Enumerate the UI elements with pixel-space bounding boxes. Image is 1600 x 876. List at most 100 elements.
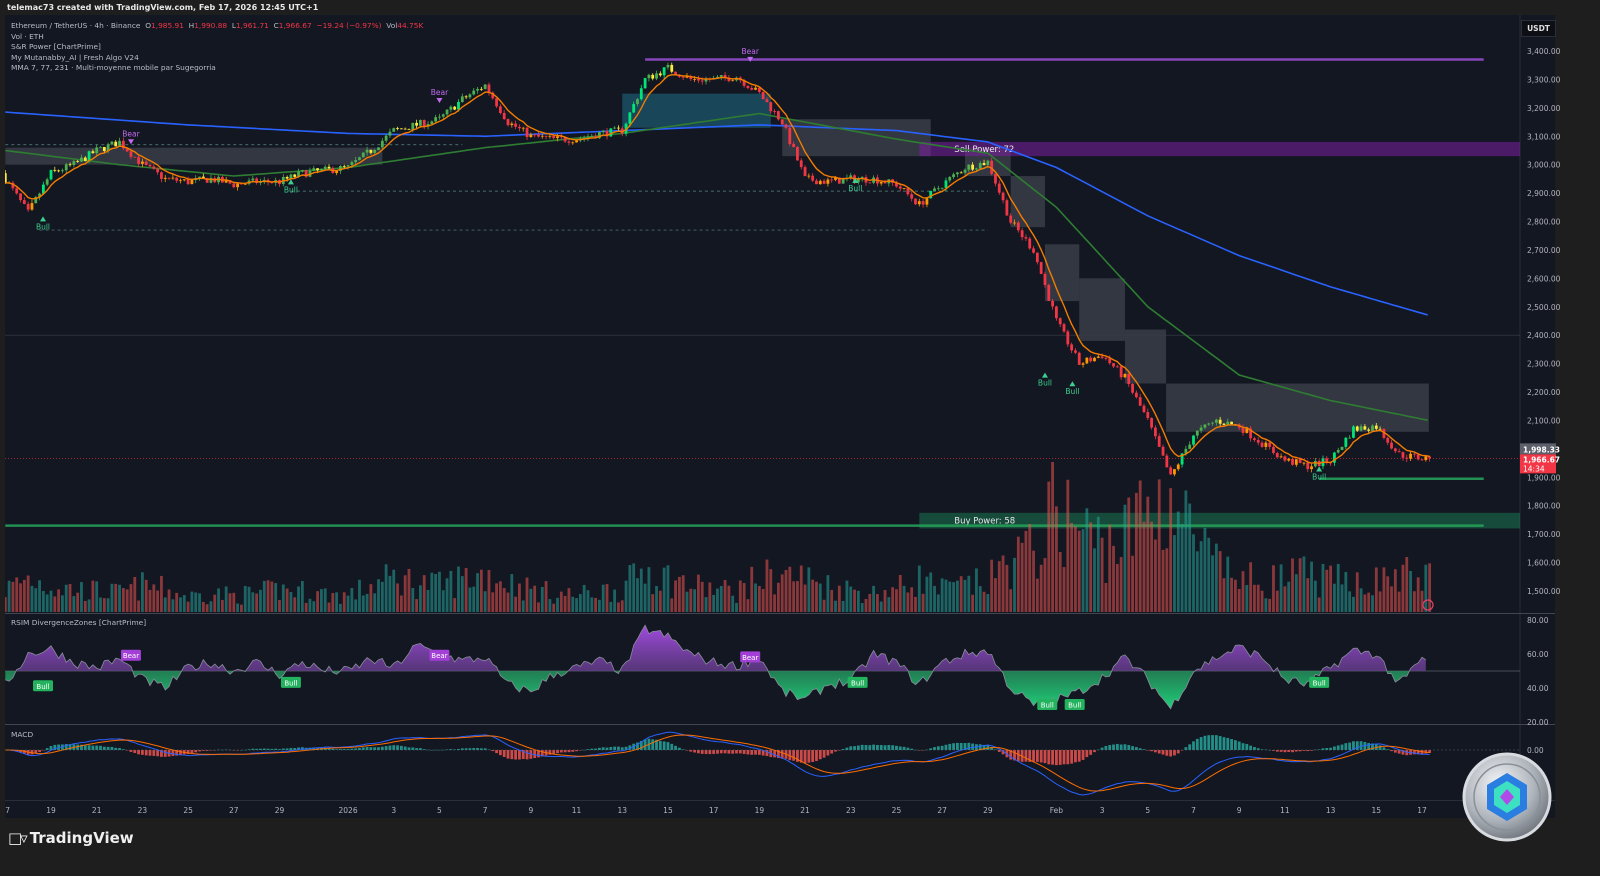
candle	[1028, 238, 1032, 249]
macd-histogram-bar	[822, 750, 826, 758]
candle	[57, 170, 61, 172]
volume-bar	[639, 568, 643, 612]
macd-histogram-bar	[80, 744, 83, 750]
candle	[689, 76, 693, 80]
macd-histogram-bar	[803, 750, 807, 764]
volume-bar	[1348, 591, 1352, 612]
candle	[224, 180, 228, 183]
candle	[1256, 439, 1260, 443]
macd-histogram-bar	[38, 750, 41, 752]
indicator-fresh-algo[interactable]: My Mutanabby_AI | Fresh Algo V24	[11, 52, 139, 62]
macd-histogram-bar	[327, 748, 331, 750]
volume-bar	[879, 601, 883, 612]
macd-histogram-bar	[940, 745, 944, 750]
rsi-pane-title[interactable]: RSIM DivergenceZones [ChartPrime]	[11, 618, 147, 627]
volume-bar	[460, 576, 464, 612]
candle	[1355, 426, 1359, 431]
volume-bar	[742, 583, 746, 612]
macd-histogram-bar	[723, 750, 727, 754]
macd-histogram-bar	[1035, 750, 1039, 762]
currency-button[interactable]: USDT	[1521, 20, 1556, 37]
volume-bar	[68, 584, 72, 612]
candle	[769, 102, 773, 112]
macd-histogram-bar	[53, 744, 57, 750]
price-tick-label: 2,300.00	[1527, 360, 1561, 369]
candle	[1340, 446, 1344, 450]
tradingview-logo[interactable]: □▿ TradingView	[8, 829, 134, 847]
volume-bar	[1055, 506, 1058, 612]
plot-area[interactable]: Sell Power: 72 Buy Power: 58 Bear Bear Bear B…	[4, 47, 1520, 796]
candle	[22, 200, 26, 204]
time-tick-label: 17	[709, 806, 719, 815]
macd-histogram-bar	[1062, 750, 1066, 765]
indicator-mma[interactable]: MMA 7, 77, 231 · Multi-moyenne mobile pa…	[11, 63, 216, 73]
time-tick-label: 25	[892, 806, 902, 815]
volume-bar	[449, 570, 453, 612]
volume-bar	[994, 578, 997, 612]
macd-histogram-bar	[1157, 750, 1161, 754]
volume-bar	[453, 598, 457, 612]
macd-histogram-bar	[815, 750, 818, 762]
rsi-bear-badge: Bear	[429, 649, 450, 661]
volume-bar	[1393, 569, 1397, 612]
macd-histogram-bar	[1245, 743, 1249, 750]
macd-histogram-bar	[110, 746, 114, 750]
volume-bar	[841, 600, 845, 612]
candle	[780, 119, 784, 125]
candle	[1313, 460, 1317, 467]
macd-histogram-bar	[102, 746, 106, 750]
volume-bar	[91, 580, 95, 612]
price-tick-label: 1,900.00	[1527, 473, 1561, 482]
volume-bar	[11, 581, 15, 612]
time-tick-label: 23	[138, 806, 148, 815]
macd-histogram-bar	[1329, 747, 1332, 750]
candle	[422, 120, 426, 127]
volume-bar	[620, 600, 624, 612]
candle	[1306, 462, 1310, 470]
macd-histogram-bar	[457, 748, 460, 750]
macd-histogram-bar	[365, 746, 369, 750]
macd-histogram-bar	[1321, 748, 1325, 750]
macd-histogram-bar	[689, 750, 693, 752]
macd-histogram-bar	[719, 750, 723, 754]
volume-bar	[567, 588, 571, 612]
indicator-volume[interactable]: Vol · ETH	[11, 31, 44, 41]
candle	[601, 130, 605, 133]
volume-bar	[765, 559, 769, 612]
volume-bar	[559, 591, 563, 612]
volume-bar	[548, 599, 552, 612]
volume-bar	[632, 563, 636, 612]
candle	[914, 198, 917, 205]
candle	[963, 169, 967, 173]
macd-histogram-bar	[879, 745, 883, 750]
volume-bar	[776, 582, 780, 612]
candle	[457, 102, 460, 110]
volume-bar	[1032, 550, 1035, 612]
close-value: 1,966.67	[278, 21, 312, 30]
replay-icon[interactable]	[1422, 599, 1434, 611]
volume-bar	[967, 575, 971, 612]
macd-histogram-bar	[114, 747, 118, 750]
macd-histogram-bar	[476, 748, 479, 750]
candle	[285, 177, 289, 179]
symbol-ohlc-row[interactable]: Ethereum / TetherUS · 4h · Binance O1,98…	[11, 21, 423, 32]
volume-bar	[1298, 558, 1302, 612]
candle	[1397, 451, 1401, 453]
macd-histogram-bar	[757, 750, 761, 755]
macd-histogram-bar	[898, 746, 902, 750]
candle	[380, 140, 384, 148]
candle	[1157, 436, 1161, 447]
indicator-sr-power[interactable]: S&R Power [ChartPrime]	[11, 42, 101, 52]
volume-bar	[834, 600, 837, 612]
volume-bar	[746, 599, 750, 612]
candle	[1428, 456, 1432, 459]
macd-pane-title[interactable]: MACD	[11, 730, 34, 739]
time-tick-label: Feb	[1050, 806, 1064, 815]
time-tick-label: 21	[92, 806, 102, 815]
time-tick-label: 19	[755, 806, 765, 815]
macd-histogram-bar	[498, 750, 502, 756]
macd-histogram-bar	[1310, 750, 1313, 751]
volume-bar	[1260, 590, 1264, 612]
volume-bar	[883, 590, 887, 612]
